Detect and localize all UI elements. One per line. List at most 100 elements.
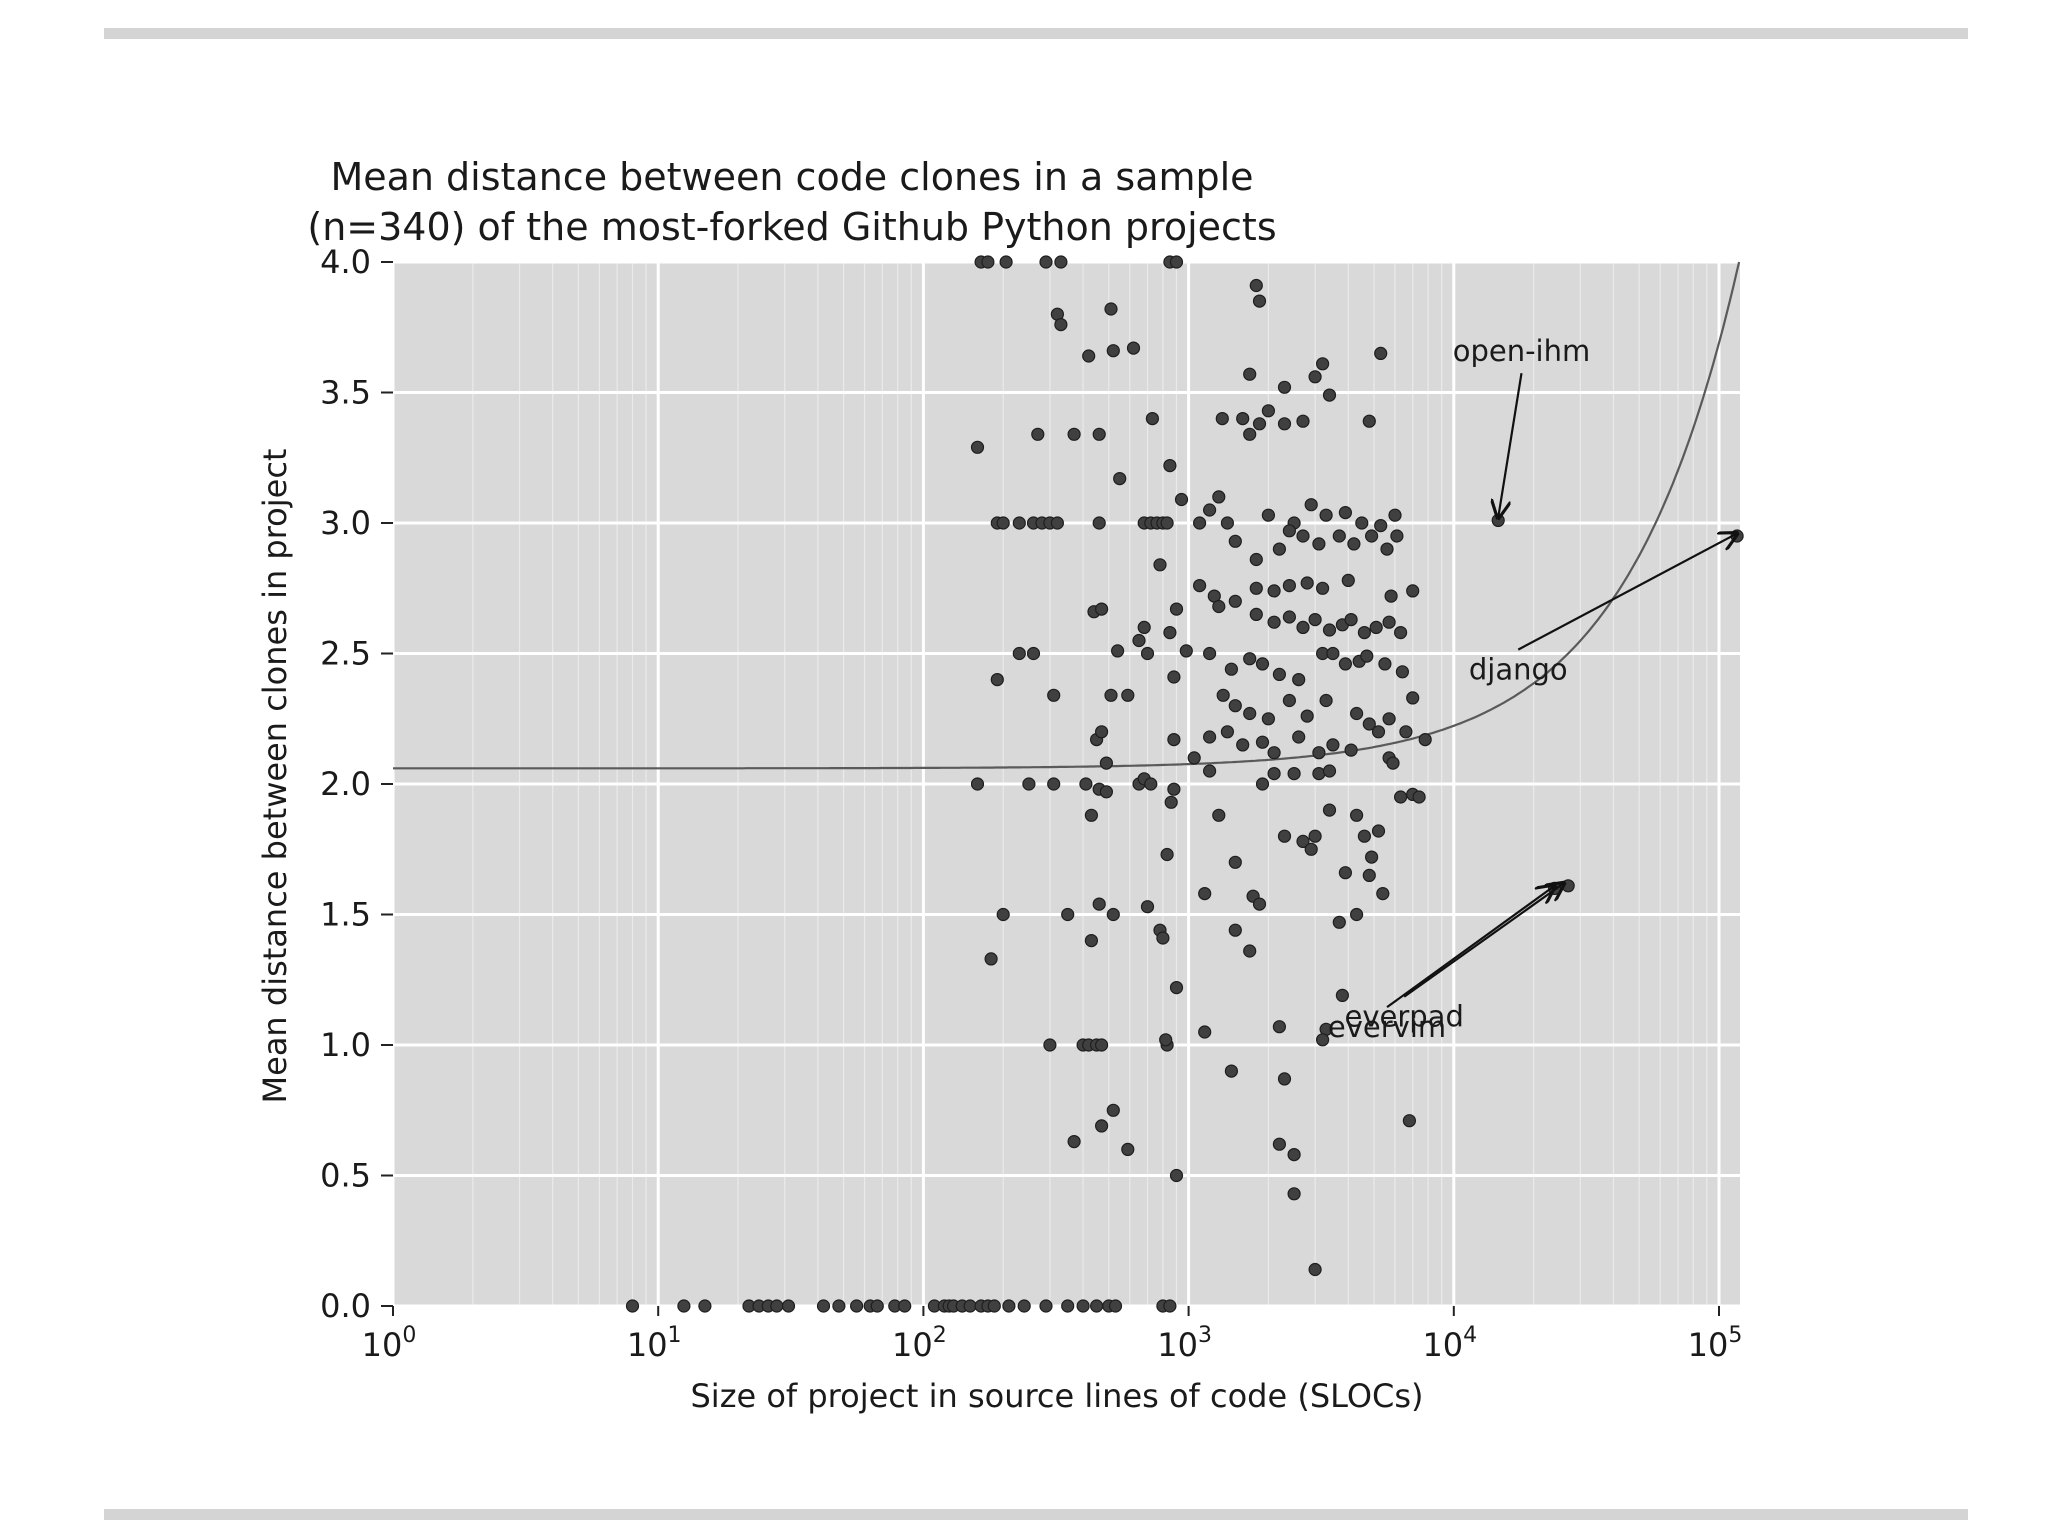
data-point <box>1094 725 1109 739</box>
data-point <box>1261 508 1276 522</box>
axes: 100 101 102 103 104 105 0.0 0.5 1.0 1.5 2.0 2.5 3.0 3… <box>320 243 1742 1364</box>
data-point <box>1308 1262 1322 1277</box>
data-point <box>1261 712 1276 726</box>
data-point <box>1236 412 1250 426</box>
data-point <box>1360 649 1374 663</box>
data-point <box>1304 498 1318 512</box>
data-point <box>1212 599 1226 614</box>
data-point <box>1249 581 1263 595</box>
data-point <box>1192 516 1207 530</box>
data-point <box>1287 766 1301 781</box>
x-tick-label: 103 <box>1157 1323 1212 1364</box>
data-point <box>1220 516 1235 530</box>
data-point <box>1054 255 1068 269</box>
chart-title-line-1: Mean distance between code clones in a s… <box>330 155 1253 199</box>
data-point <box>677 1299 691 1313</box>
data-point <box>1228 699 1242 713</box>
data-point <box>1202 503 1217 517</box>
data-point <box>1376 886 1390 901</box>
y-tick-label: 1.0 <box>320 1026 371 1064</box>
data-point <box>1322 388 1337 402</box>
data-point <box>999 255 1013 269</box>
data-point <box>1106 907 1120 922</box>
data-point <box>1169 602 1184 616</box>
data-point <box>1326 738 1340 752</box>
data-point <box>1140 646 1155 661</box>
data-point <box>1282 693 1297 708</box>
data-point <box>1243 427 1257 441</box>
data-point <box>1322 764 1337 778</box>
x-tick-label: 104 <box>1422 1323 1477 1364</box>
data-point <box>1406 584 1420 598</box>
data-point <box>1167 670 1181 684</box>
data-point <box>1179 644 1193 658</box>
bottom-rule <box>104 1509 1968 1520</box>
data-point <box>1236 738 1250 752</box>
y-tick-label: 1.5 <box>320 896 371 934</box>
data-point <box>1277 380 1292 394</box>
data-point <box>1047 777 1061 791</box>
data-point <box>1012 516 1026 530</box>
data-point <box>1215 412 1229 426</box>
data-point <box>1390 529 1404 543</box>
data-point <box>1082 349 1096 363</box>
data-point <box>1304 842 1318 856</box>
data-point <box>1315 357 1330 371</box>
data-point <box>1322 803 1337 817</box>
y-tick-label: 3.5 <box>320 374 371 412</box>
x-tick-label: 102 <box>892 1323 947 1364</box>
data-point <box>1369 620 1383 635</box>
data-point <box>1198 886 1212 901</box>
data-point <box>1094 1038 1109 1052</box>
data-point <box>1332 915 1346 929</box>
data-point <box>1121 1142 1135 1157</box>
data-point <box>1169 980 1184 995</box>
y-tick-label: 3.0 <box>320 504 371 542</box>
data-point <box>1393 790 1408 804</box>
data-point <box>1092 427 1106 441</box>
data-point <box>1163 459 1177 473</box>
data-point <box>1364 529 1379 543</box>
data-point <box>1412 790 1426 804</box>
data-point <box>1132 633 1146 648</box>
data-point <box>1267 584 1281 598</box>
data-point <box>1169 1168 1184 1183</box>
data-point <box>1374 518 1388 533</box>
data-point <box>981 255 995 269</box>
data-point <box>1287 1187 1301 1201</box>
data-point <box>1344 743 1358 757</box>
data-point <box>1384 589 1398 603</box>
data-point <box>625 1299 640 1313</box>
data-point <box>1022 777 1036 791</box>
data-point <box>1099 785 1114 799</box>
data-point <box>1012 646 1026 661</box>
data-point <box>1296 620 1310 635</box>
data-point <box>1050 516 1065 530</box>
data-point <box>1039 1299 1053 1313</box>
data-point <box>1272 1137 1287 1151</box>
data-point <box>1126 341 1141 355</box>
data-point <box>1153 558 1167 572</box>
data-point <box>1169 255 1184 269</box>
data-point <box>1216 688 1230 702</box>
data-point <box>1349 706 1364 721</box>
data-point <box>1357 625 1372 640</box>
x-axis-label: Size of project in source lines of code … <box>690 1377 1423 1415</box>
data-point <box>1159 1033 1173 1047</box>
chart-title-line-2: (n=340) of the most-forked Github Python… <box>307 205 1276 249</box>
data-point <box>1002 1299 1016 1313</box>
data-point <box>1282 578 1297 593</box>
data-point <box>1277 417 1292 431</box>
data-point <box>1315 581 1330 595</box>
data-point <box>1084 808 1099 822</box>
data-point <box>1076 1299 1090 1313</box>
data-point <box>1267 746 1281 760</box>
data-point <box>870 1299 884 1313</box>
data-point <box>1163 625 1177 640</box>
annotation-arrow <box>1403 883 1564 998</box>
data-point <box>1344 612 1358 627</box>
data-point <box>990 672 1004 687</box>
data-point <box>1388 508 1402 522</box>
data-point <box>1292 730 1306 744</box>
data-point <box>1380 542 1394 556</box>
